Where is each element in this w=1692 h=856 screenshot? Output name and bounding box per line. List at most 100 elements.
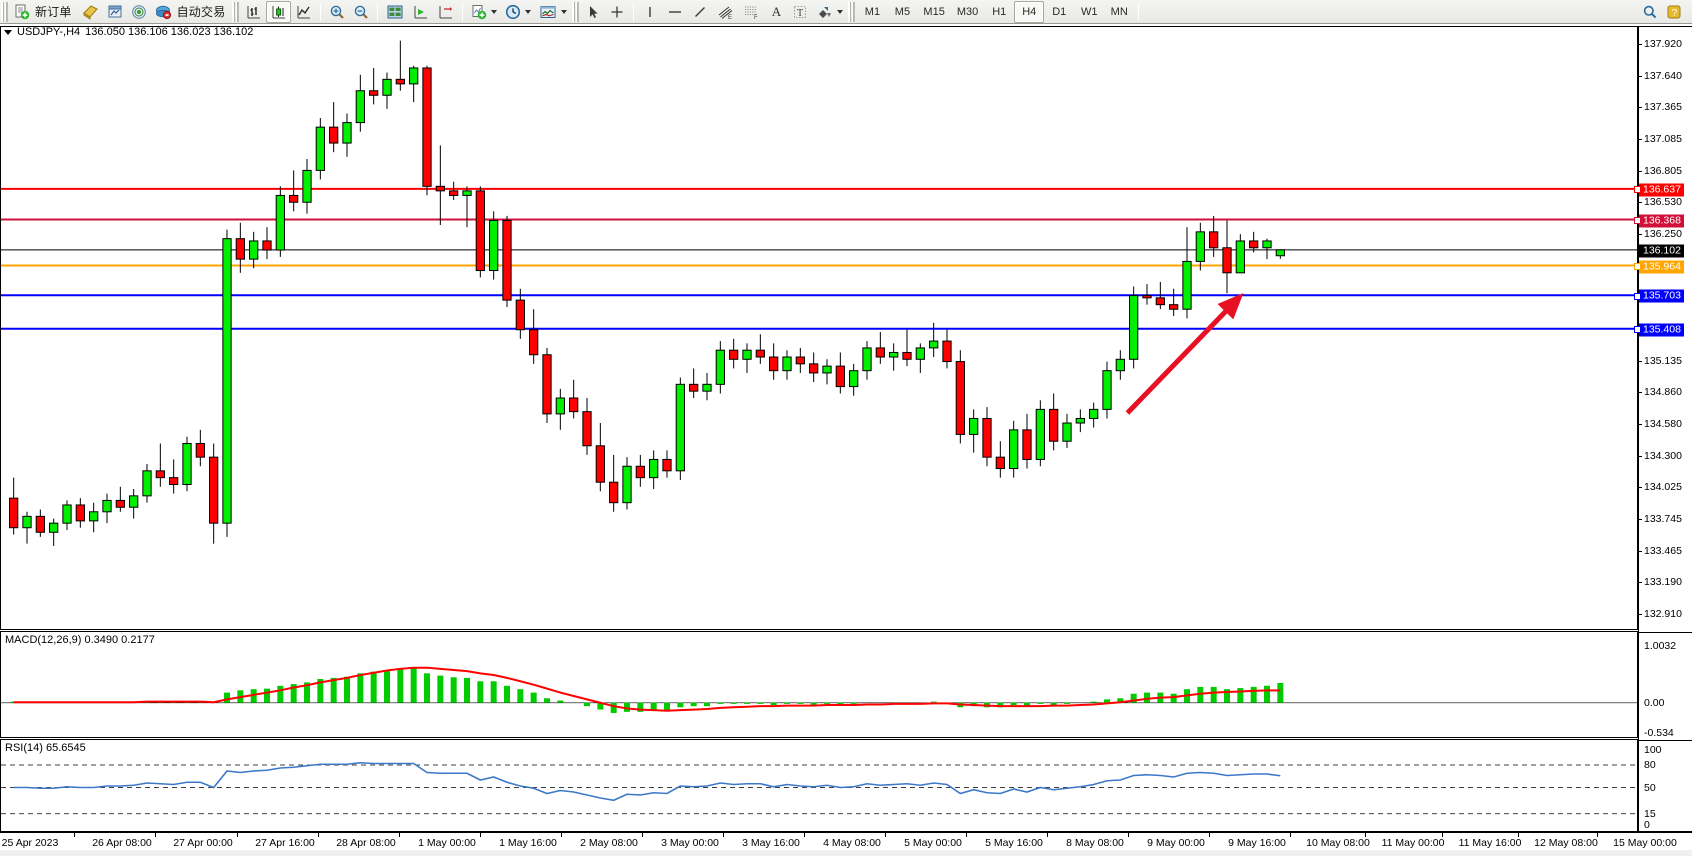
- candle: [22, 511, 32, 544]
- timeframe-w1-button[interactable]: W1: [1080, 5, 1098, 18]
- chart-shift-button[interactable]: [433, 1, 458, 23]
- macd-indicator-pane[interactable]: MACD(12,26,9) 0.3490 0.2177: [0, 631, 1638, 738]
- text-a-icon: A: [771, 3, 782, 19]
- help-button[interactable]: ?: [1662, 1, 1686, 23]
- candle: [875, 331, 885, 364]
- candle: [142, 463, 152, 503]
- timeframes-dropdown-caret[interactable]: [525, 9, 532, 14]
- candle: [769, 343, 779, 380]
- timeframe-m30-button[interactable]: M30: [956, 5, 979, 18]
- candle: [889, 343, 899, 371]
- terminal-button[interactable]: [103, 1, 127, 23]
- rsi-indicator-pane[interactable]: RSI(14) 65.6545: [0, 739, 1638, 832]
- new-order-button[interactable]: 新订单: [10, 1, 78, 23]
- price-badge-current-price[interactable]: 136.102: [1639, 244, 1684, 258]
- time-tick: [1128, 833, 1129, 837]
- data-window-button[interactable]: [382, 1, 408, 23]
- new-chart-dropdown-caret[interactable]: [491, 9, 498, 14]
- toolbar-grip-2[interactable]: [232, 1, 240, 22]
- auto-trading-button[interactable]: 自动交易: [151, 1, 232, 23]
- chart-menu-triangle-icon[interactable]: [4, 29, 12, 35]
- horizontal-line-button[interactable]: [662, 1, 688, 23]
- bar-chart-button[interactable]: [241, 1, 266, 23]
- candle: [862, 341, 872, 380]
- time-tick-label: 27 Apr 16:00: [255, 837, 315, 849]
- candle: [289, 170, 299, 212]
- metaeditor-button[interactable]: [78, 1, 103, 23]
- shapes-button[interactable]: [812, 1, 847, 23]
- trendline-icon: [695, 6, 706, 17]
- candle: [902, 329, 912, 367]
- price-scale-axis[interactable]: 137.920 137.640 137.365 137.085 136.805 136.5…: [1634, 26, 1692, 832]
- indicators-dropdown-caret[interactable]: [561, 9, 568, 14]
- candle: [102, 493, 112, 524]
- candle: [569, 379, 579, 419]
- equidistant-channel-button[interactable]: E: [712, 1, 738, 23]
- time-tick: [480, 833, 481, 837]
- line-chart-button[interactable]: [291, 1, 316, 23]
- zoom-out-button[interactable]: [349, 1, 373, 23]
- radar-icon: [131, 4, 146, 19]
- level-handle[interactable]: [1634, 292, 1641, 300]
- auto-scroll-button[interactable]: [408, 1, 433, 23]
- auto-trading-label: 自动交易: [176, 5, 226, 19]
- timeframe-m1-button[interactable]: M1: [864, 5, 881, 18]
- time-tick: [1365, 833, 1366, 837]
- level-handle[interactable]: [1634, 186, 1641, 194]
- candlestick-icon: [272, 5, 286, 18]
- zoom-out-icon: [355, 5, 369, 19]
- price-badge-resistance-1[interactable]: 136.368: [1634, 214, 1684, 228]
- timeframe-d1-button[interactable]: D1: [1052, 5, 1067, 18]
- level-handle[interactable]: [1634, 217, 1641, 225]
- candle: [609, 454, 619, 512]
- new-order-label: 新订单: [35, 5, 72, 19]
- timeframe-mn-button[interactable]: MN: [1110, 5, 1128, 18]
- price-badge-support-2[interactable]: 135.408: [1634, 323, 1684, 337]
- cursor-button[interactable]: [581, 1, 605, 23]
- timeframe-m15-button[interactable]: M15: [923, 5, 945, 18]
- text-label-button[interactable]: T: [788, 1, 812, 23]
- candle: [555, 388, 565, 430]
- crosshair-button[interactable]: [605, 1, 629, 23]
- time-tick-label: 27 Apr 00:00: [173, 837, 233, 849]
- level-handle[interactable]: [1634, 326, 1641, 334]
- shapes-dropdown-caret[interactable]: [837, 9, 844, 14]
- candle: [409, 65, 419, 103]
- candle: [502, 215, 512, 307]
- candle: [35, 509, 45, 537]
- price-badge-pivot-level[interactable]: 135.964: [1634, 260, 1684, 274]
- level-handle[interactable]: [1634, 263, 1641, 271]
- fibonacci-button[interactable]: F: [738, 1, 764, 23]
- price-badge-resistance-2[interactable]: 136.637: [1634, 183, 1684, 197]
- time-tick: [561, 833, 562, 837]
- timeframe-m5-button[interactable]: M5: [894, 5, 911, 18]
- price-tick: [1638, 424, 1642, 426]
- timeframe-h1-button[interactable]: H1: [992, 5, 1007, 18]
- vertical-line-button[interactable]: [638, 1, 662, 23]
- time-tick: [399, 833, 400, 837]
- strategy-tester-button[interactable]: [127, 1, 151, 23]
- candle: [422, 65, 432, 196]
- chart-shift-icon: [439, 5, 453, 18]
- timeframe-h4-button[interactable]: H4: [1014, 0, 1045, 23]
- toolbar-grip-4[interactable]: [848, 1, 856, 22]
- candle: [169, 459, 179, 494]
- new-chart-button[interactable]: [467, 1, 501, 23]
- toolbar-grip-1[interactable]: [1, 1, 8, 22]
- zoom-in-button[interactable]: [325, 1, 349, 23]
- candlestick-chart-button[interactable]: [266, 0, 292, 23]
- trendline-button[interactable]: [688, 1, 712, 23]
- price-chart-pane[interactable]: [0, 26, 1638, 630]
- price-tick: [1638, 75, 1642, 77]
- time-tick-label: 26 Apr 08:00: [92, 837, 152, 849]
- candle: [1075, 409, 1085, 433]
- timeframes-button[interactable]: [501, 1, 535, 23]
- candle: [195, 429, 205, 467]
- toolbar-grip-3[interactable]: [572, 1, 580, 22]
- search-button[interactable]: [1638, 1, 1662, 23]
- price-tick-label: 132.910: [1644, 608, 1682, 621]
- text-button[interactable]: A: [764, 1, 788, 23]
- indicators-button[interactable]: [535, 1, 571, 23]
- candle: [355, 74, 365, 132]
- price-badge-support-1[interactable]: 135.703: [1634, 289, 1684, 303]
